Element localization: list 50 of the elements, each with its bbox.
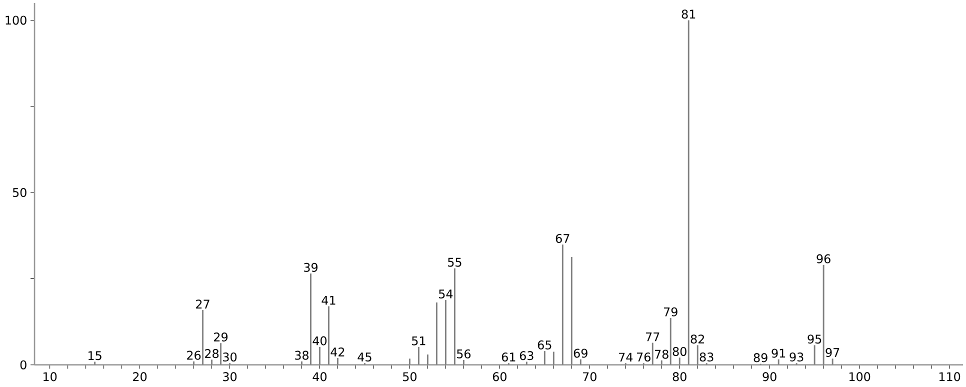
annotation: 67 — [556, 234, 570, 244]
annotation: 40 — [312, 336, 327, 346]
y-tick-label: 50 — [12, 188, 26, 198]
x-tick-label: 100 — [849, 372, 870, 382]
annotation: 97 — [826, 348, 840, 358]
annotation: 82 — [690, 334, 704, 344]
x-tick-label: 30 — [223, 372, 237, 382]
annotation: 81 — [682, 10, 696, 19]
annotation: 95 — [808, 334, 822, 344]
x-tick-label: 80 — [672, 372, 686, 382]
annotation: 39 — [304, 263, 318, 272]
x-tick-label: 40 — [312, 372, 327, 382]
annotation: 96 — [816, 254, 830, 264]
annotation: 56 — [457, 350, 471, 359]
annotation: 91 — [772, 348, 786, 358]
annotation: 38 — [295, 350, 309, 360]
annotation: 65 — [538, 340, 552, 350]
annotation: 45 — [358, 352, 372, 362]
annotation: 55 — [448, 258, 462, 267]
annotation: 93 — [790, 352, 804, 362]
annotation: 42 — [330, 348, 344, 356]
annotation: 89 — [754, 353, 768, 362]
annotation: 15 — [88, 351, 102, 360]
annotation: 80 — [672, 347, 686, 356]
annotation: 54 — [439, 290, 453, 299]
annotation: 74 — [619, 352, 633, 362]
annotation: 69 — [574, 348, 588, 358]
x-tick-label: 20 — [133, 372, 147, 382]
x-tick-label: 60 — [492, 372, 506, 382]
annotation: 83 — [700, 352, 714, 362]
annotation: 30 — [223, 352, 237, 362]
annotation: 79 — [664, 307, 678, 317]
annotation: 27 — [196, 300, 210, 309]
annotation: 78 — [655, 350, 668, 359]
x-tick-label: 10 — [44, 372, 57, 382]
annotation: 51 — [412, 336, 426, 346]
y-tick-label: 100 — [6, 16, 26, 25]
annotation: 29 — [214, 332, 228, 342]
annotation: 41 — [322, 296, 336, 305]
annotation: 77 — [646, 332, 660, 342]
annotation: 63 — [520, 351, 534, 360]
x-tick-label: 50 — [403, 372, 416, 382]
annotation: 26 — [187, 350, 201, 360]
annotation: 61 — [502, 352, 516, 362]
annotation: 76 — [637, 352, 650, 362]
x-tick-label: 90 — [762, 372, 776, 382]
x-tick-label: 70 — [583, 372, 596, 382]
x-tick-label: 110 — [939, 372, 960, 382]
annotation: 28 — [205, 349, 219, 358]
y-tick-label: 0 — [20, 360, 26, 370]
